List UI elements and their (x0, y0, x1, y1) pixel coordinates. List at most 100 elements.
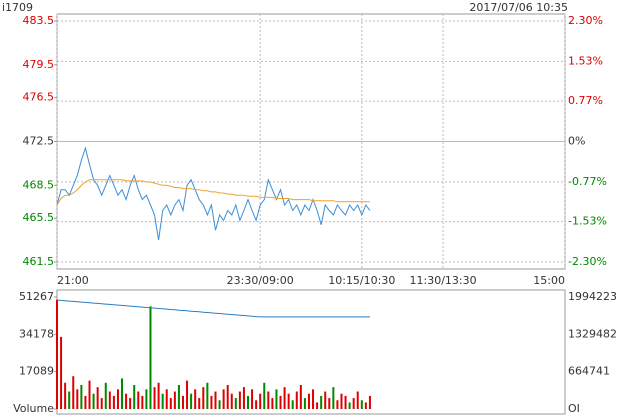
volume-bar (56, 299, 58, 409)
y-tick-label: 476.5 (23, 91, 55, 104)
y2-tick-label: OI (568, 402, 580, 415)
volume-bar (177, 384, 180, 409)
volume-bar (112, 395, 115, 409)
x-tick-label: 15:00 (533, 274, 565, 287)
volume-bar (226, 384, 229, 409)
volume-bar (340, 393, 343, 409)
volume-bar (287, 393, 290, 409)
volume-bar (303, 398, 306, 409)
volume-bar (100, 398, 103, 409)
volume-bar (68, 391, 71, 409)
y-tick-label: 461.5 (23, 255, 55, 268)
volume-bar (202, 387, 205, 409)
volume-bar (186, 380, 189, 409)
volume-bar (76, 389, 79, 409)
y-tick-label: 468.5 (23, 178, 55, 191)
volume-bar (275, 389, 278, 409)
y2-tick-label: 1329482 (568, 327, 617, 340)
volume-bar (88, 380, 91, 409)
timestamp: 2017/07/06 10:35 (469, 1, 568, 14)
volume-bar (279, 395, 282, 409)
volume-bar (242, 387, 245, 409)
series-line (56, 299, 370, 318)
x-tick-label: 11:30/13:30 (410, 274, 477, 287)
volume-bar (360, 400, 363, 409)
volume-bar (210, 395, 213, 409)
y-tick-label: 17089 (19, 365, 54, 378)
volume-bar (368, 395, 371, 409)
y-tick-label: Volume (13, 402, 54, 415)
volume-bar (125, 393, 128, 409)
volume-bar (259, 393, 262, 409)
volume-bar (320, 395, 323, 409)
volume-bar (161, 393, 164, 409)
volume-bar (251, 389, 254, 409)
volume-bar (283, 387, 286, 409)
volume-bar (316, 402, 319, 409)
y2-tick-label: 664741 (568, 365, 610, 378)
volume-bar (60, 336, 63, 409)
volume-bar (64, 382, 67, 409)
volume-bar (271, 398, 274, 409)
y2-tick-label: -0.77% (568, 175, 607, 188)
y-tick-label: 479.5 (23, 58, 55, 71)
volume-bar (104, 382, 107, 409)
volume-bar (181, 395, 184, 409)
volume-bar (332, 387, 335, 409)
volume-bar (299, 384, 302, 409)
volume-bar (141, 395, 144, 409)
series-line (56, 179, 370, 206)
x-tick-label: 21:00 (57, 274, 89, 287)
x-tick-label: 10:15/10:30 (328, 274, 395, 287)
volume-bar (96, 387, 99, 409)
volume-bar (344, 395, 347, 409)
volume-bar (137, 391, 140, 409)
volume-bar (255, 400, 258, 409)
volume-bar (291, 400, 294, 409)
y2-tick-label: -2.30% (568, 255, 607, 268)
volume-bar (190, 393, 193, 409)
volume-bar (116, 389, 119, 409)
volume-bar (263, 382, 266, 409)
volume-bar (92, 393, 95, 409)
volume-bar (364, 402, 367, 409)
y2-tick-label: -1.53% (568, 215, 607, 228)
series-line (56, 146, 371, 241)
volume-bar (234, 398, 237, 409)
y2-tick-label: 1.53% (568, 54, 603, 67)
volume-bar (324, 391, 327, 409)
volume-bar (153, 387, 156, 409)
volume-bar (129, 398, 132, 409)
volume-bar (206, 382, 209, 409)
volume-bar (173, 391, 176, 409)
volume-bar (267, 391, 270, 409)
volume-bar (80, 384, 83, 409)
volume-bar (157, 382, 160, 409)
volume-frame (56, 289, 566, 415)
volume-bar (165, 389, 168, 409)
volume-bar (145, 389, 148, 409)
y2-tick-label: 0% (568, 135, 585, 148)
volume-bar (352, 398, 355, 409)
y-tick-label: 472.5 (23, 135, 55, 148)
x-tick-label: 23:30/09:00 (227, 274, 294, 287)
volume-bar (307, 393, 310, 409)
volume-bar (194, 389, 197, 409)
y-tick-label: 483.5 (23, 14, 55, 27)
volume-bar (108, 391, 111, 409)
volume-bar (169, 398, 172, 409)
volume-bar (218, 400, 221, 409)
y2-tick-label: 1994223 (568, 290, 617, 303)
volume-bar (348, 402, 351, 409)
volume-bar (133, 384, 136, 409)
volume-bar (198, 398, 201, 409)
y2-tick-label: 2.30% (568, 14, 603, 27)
volume-bar (72, 376, 75, 409)
y-tick-label: 465.5 (23, 211, 55, 224)
volume-bar (222, 389, 225, 409)
y2-tick-label: 0.77% (568, 94, 603, 107)
volume-bar (149, 306, 152, 409)
volume-bar (121, 378, 124, 409)
volume-bar (247, 395, 250, 409)
